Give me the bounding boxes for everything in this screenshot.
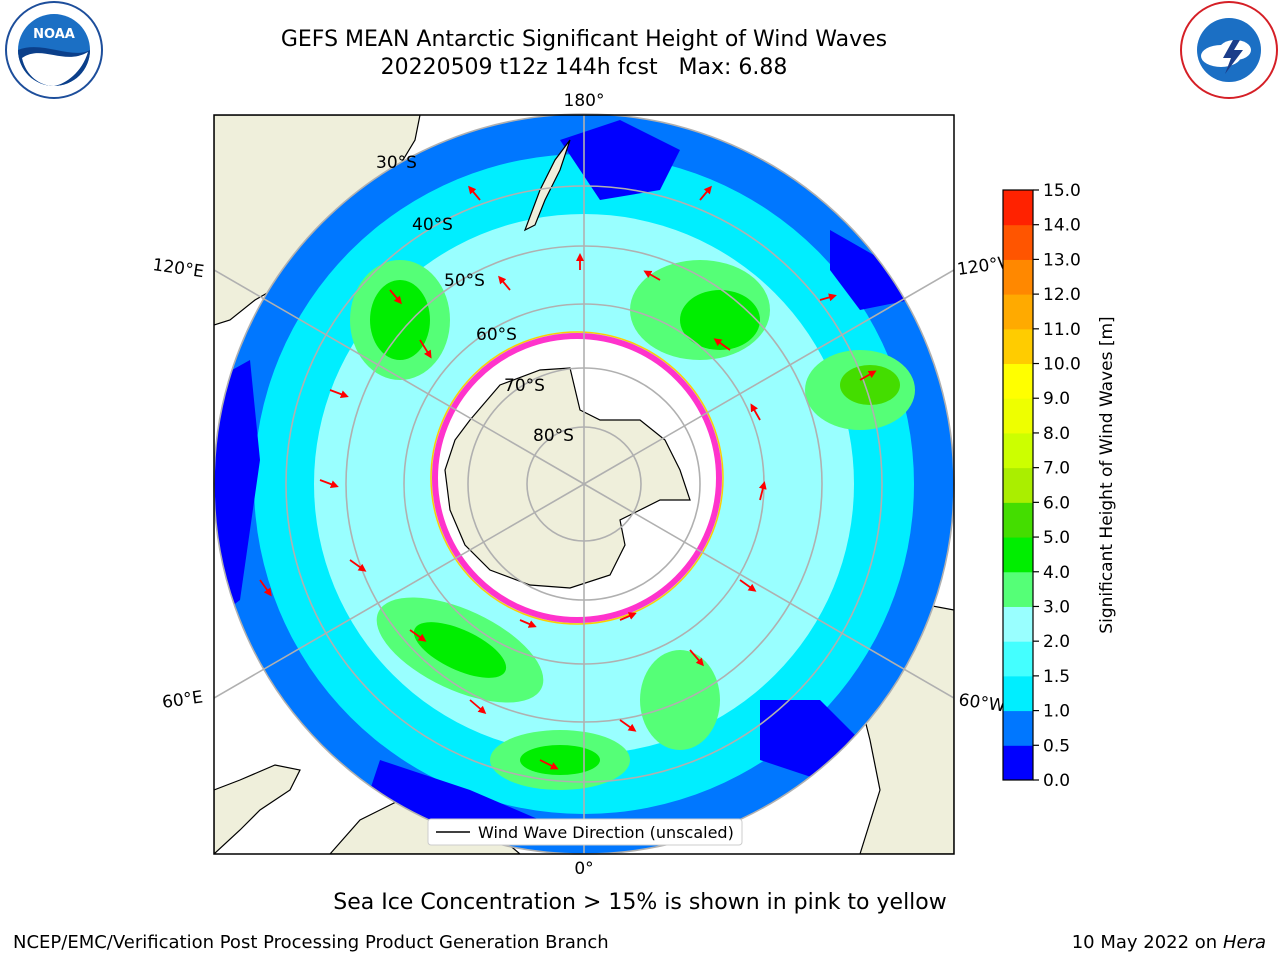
meridians <box>214 115 954 854</box>
wave-arrow <box>819 293 837 302</box>
colorbar-tick-label: 11.0 <box>1043 320 1081 340</box>
wave-arrow <box>389 289 402 305</box>
colorbar-bin <box>1003 675 1033 712</box>
wave-arrow <box>619 719 637 732</box>
colorbar-tick-label: 5.0 <box>1043 528 1070 548</box>
lat-label: 40°S <box>412 215 453 235</box>
lon-label-0: 0° <box>574 859 593 879</box>
colorbar-bin <box>1003 328 1033 365</box>
colorbar-tick-label: 14.0 <box>1043 216 1081 236</box>
wave-arrow <box>750 403 761 421</box>
lon-label-60e: 60°E <box>161 687 204 712</box>
wave-arrow <box>259 579 272 597</box>
wave-arrow <box>519 619 537 628</box>
colorbar-bin <box>1003 745 1033 781</box>
new-zealand-land <box>523 139 571 232</box>
colorbar-bin <box>1003 467 1033 503</box>
colorbar-tick-label: 6.0 <box>1043 493 1070 513</box>
colorbar-tick-label: 13.0 <box>1043 250 1081 270</box>
wave-arrow <box>539 759 559 770</box>
chart-title-line2: 20220509 t12z 144h fcst Max: 6.88 <box>380 55 788 80</box>
colorbar-bin <box>1003 606 1033 642</box>
wave-arrow <box>498 275 511 291</box>
colorbar-tick-label: 8.0 <box>1043 424 1070 444</box>
wave-arrow <box>319 479 339 488</box>
svg-text:NOAA: NOAA <box>33 27 75 42</box>
wave-arrow <box>469 699 487 714</box>
colorbar-frame <box>1002 189 1034 781</box>
colorbar-tick-label: 10.0 <box>1043 355 1081 375</box>
chart-title-line1: GEFS MEAN Antarctic Significant Height o… <box>280 27 888 52</box>
lon-label-180: 180° <box>564 91 605 111</box>
colorbar-tick-label: 1.5 <box>1043 667 1070 687</box>
colorbar-tick-label: 2.0 <box>1043 632 1070 652</box>
colorbar-bin <box>1003 502 1033 538</box>
nws-logo-icon <box>1180 1 1278 99</box>
colorbar-bin <box>1003 710 1033 746</box>
wave-arrow <box>699 185 712 201</box>
wave-arrow <box>419 339 432 359</box>
map-frame <box>213 114 955 855</box>
wave-arrow <box>689 649 704 667</box>
wave-arrow <box>758 481 767 501</box>
date-text: 10 May 2022 on Hera <box>1071 932 1266 953</box>
colorbar-bin <box>1003 259 1033 295</box>
wave-arrow <box>619 612 637 621</box>
colorbar-bin <box>1003 224 1033 260</box>
colorbar-label: Significant Height of Wind Waves [m] <box>1097 316 1117 633</box>
sea-ice-note: Sea Ice Concentration > 15% is shown in … <box>333 890 947 915</box>
colorbar-tick-label: 0.5 <box>1043 736 1070 756</box>
colorbar-tick-label: 0.0 <box>1043 771 1070 791</box>
lat-label: 60°S <box>476 325 517 345</box>
wave-arrow <box>859 370 877 381</box>
colorbar-tick-label: 7.0 <box>1043 459 1070 479</box>
wave-arrow <box>409 629 427 642</box>
lat-label: 80°S <box>533 426 574 446</box>
wave-arrow <box>643 270 661 281</box>
colorbar-bin <box>1003 190 1033 226</box>
wave-arrow <box>349 559 367 572</box>
wave-arrow <box>329 389 349 398</box>
colorbar-tick-label: 1.0 <box>1043 702 1070 722</box>
colorbar-bin <box>1003 398 1033 434</box>
colorbar-bin <box>1003 641 1033 677</box>
colorbar-tick-label: 3.0 <box>1043 597 1070 617</box>
colorbar-tick-label: 12.0 <box>1043 285 1081 305</box>
noaa-logo-icon: NOAA <box>5 1 103 99</box>
credit-text: NCEP/EMC/Verification Post Processing Pr… <box>13 932 609 953</box>
wave-direction-arrows <box>259 185 877 770</box>
colorbar-bin <box>1003 294 1033 330</box>
colorbar-tick-label: 9.0 <box>1043 389 1070 409</box>
lat-label: 30°S <box>376 153 417 173</box>
wave-arrow <box>713 338 731 351</box>
colorbar-bin <box>1003 432 1033 469</box>
antarctica-land <box>444 367 691 589</box>
legend-label: Wind Wave Direction (unscaled) <box>478 823 734 842</box>
colorbar-tick-label: 4.0 <box>1043 563 1070 583</box>
wave-arrow <box>468 185 481 201</box>
lat-label: 70°S <box>504 376 545 396</box>
lat-label: 50°S <box>444 271 485 291</box>
wave-arrow <box>739 579 757 592</box>
colorbar-bin <box>1003 363 1033 399</box>
colorbar-bin <box>1003 571 1033 607</box>
colorbar-bin <box>1003 537 1033 573</box>
lon-label-120e: 120°E <box>151 255 205 282</box>
colorbar: 0.0 0.5 1.0 1.5 2.0 3.0 4.0 5.0 6.0 7.0 8.0 9.0 10.0… <box>1002 181 1117 791</box>
colorbar-tick-label: 15.0 <box>1043 181 1081 201</box>
map-legend: Wind Wave Direction (unscaled) <box>427 818 743 846</box>
